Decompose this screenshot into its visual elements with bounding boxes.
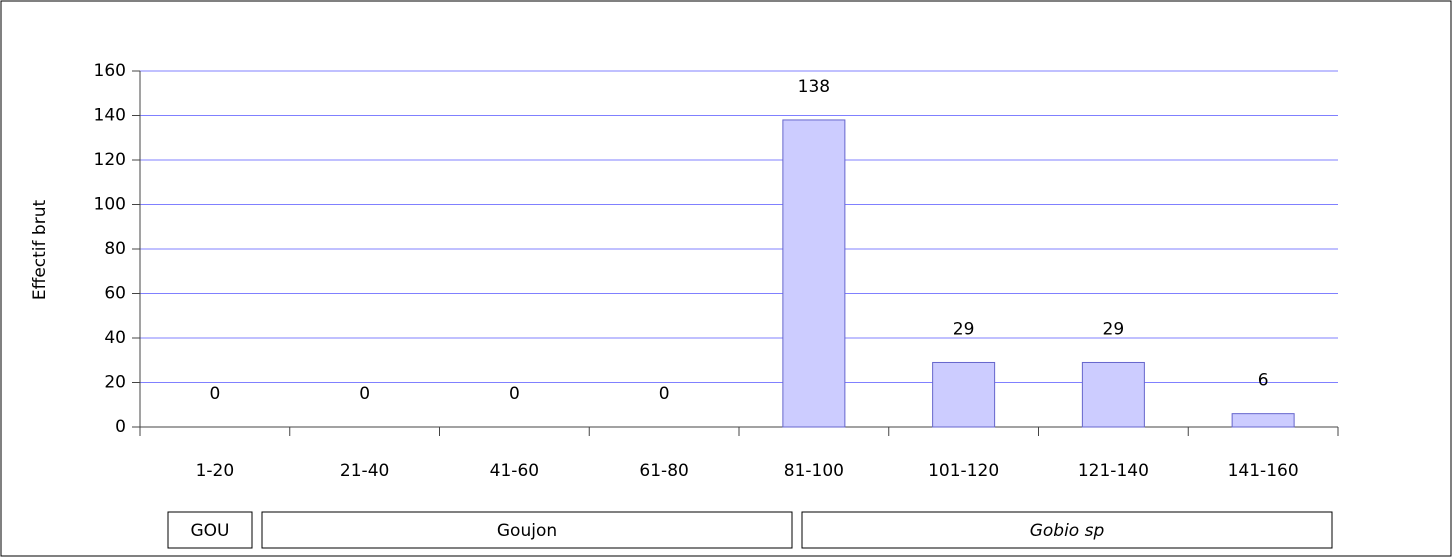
x-tick-label: 61-80 [639,461,688,481]
x-tick-label: 101-120 [928,461,999,481]
y-tick-label: 120 [94,150,126,170]
x-tick-label: 141-160 [1228,461,1299,481]
bar [932,361,996,428]
y-tick-label: 160 [94,61,126,81]
value-label: 29 [953,319,975,339]
value-label: 138 [798,77,830,97]
value-label: 6 [1258,371,1269,391]
y-tick-label: 0 [115,417,126,437]
bar [1231,413,1295,428]
y-tick-label: 40 [104,328,126,348]
x-tick-label: 21-40 [340,461,389,481]
group-label: GOU [191,521,230,541]
x-tick-label: 81-100 [784,461,844,481]
value-label: 0 [659,384,670,404]
group-box [261,511,793,549]
group-box [167,511,253,549]
x-tick-label: 121-140 [1078,461,1149,481]
value-label: 29 [1103,319,1125,339]
x-tick-label: 41-60 [490,461,539,481]
y-tick-label: 60 [104,284,126,304]
value-label: 0 [209,384,220,404]
y-tick-label: 100 [94,195,126,215]
y-tick-label: 80 [104,239,126,259]
x-tick-label: 1-20 [196,461,235,481]
value-label: 0 [359,384,370,404]
y-axis-label: Effectif brut [30,200,50,301]
y-tick-label: 140 [94,106,126,126]
group-label: Goujon [497,521,557,541]
value-label: 0 [509,384,520,404]
group-box [801,511,1333,549]
y-tick-label: 20 [104,373,126,393]
bar [782,119,846,428]
group-label: Gobio sp [1030,521,1105,541]
bar [1081,361,1145,428]
